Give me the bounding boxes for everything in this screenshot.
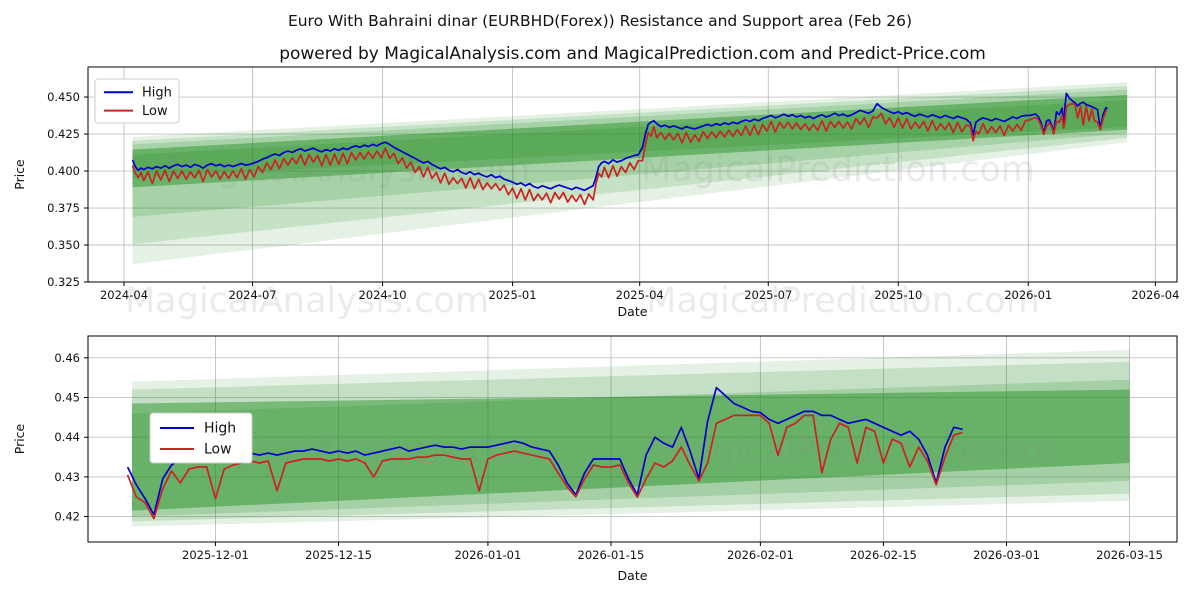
x-tick-label: 2024-10 (359, 288, 407, 302)
y-tick-label: 0.325 (47, 275, 80, 289)
y-tick-label: 0.375 (47, 201, 80, 215)
y-axis-label: Price (12, 159, 27, 190)
support-resistance-band (132, 85, 1128, 245)
watermark: MagicalPrediction.com (641, 150, 1035, 190)
x-axis-label: Date (618, 568, 648, 583)
support-resistance-band (131, 389, 1130, 511)
top-chart: MagicalAnalysis.com MagicalPrediction.com… (12, 66, 1179, 321)
low-line (126, 414, 963, 520)
x-tick-label: 2026-02-15 (850, 548, 917, 562)
support-resistance-bands (131, 349, 1130, 527)
low-line (131, 102, 1108, 206)
x-tick-label: 2026-01 (1004, 288, 1052, 302)
y-tick-label: 0.42 (54, 510, 80, 524)
y-tick-label: 0.350 (47, 238, 80, 252)
x-tick-label: 2026-03-15 (1096, 548, 1163, 562)
legend: High Low (149, 412, 253, 464)
support-resistance-band (132, 94, 1128, 188)
y-tick-label: 0.43 (54, 470, 80, 484)
x-tick-label: 2026-03-01 (973, 548, 1040, 562)
support-resistance-band (131, 349, 1130, 527)
legend-low-label: Low (204, 442, 232, 458)
x-tick-label: 2024-07 (229, 288, 277, 302)
x-tick-label: 2025-04 (616, 288, 664, 302)
y-tick-label: 0.44 (54, 430, 80, 444)
y-tick-label: 0.400 (47, 164, 80, 178)
x-tick-label: 2025-12-01 (182, 548, 249, 562)
figure-title: Euro With Bahraini dinar (EURBHD(Forex))… (287, 12, 913, 30)
legend-box (94, 78, 180, 124)
high-line (126, 386, 963, 516)
y-tick-label: 0.45 (54, 391, 80, 405)
watermark: MagicalPrediction.com (661, 431, 1055, 471)
watermark: MagicalPrediction.com (646, 281, 1040, 321)
grid (88, 336, 1177, 542)
x-tick-label: 2026-02-01 (727, 548, 794, 562)
watermark: MagicalAnalysis.com (166, 150, 530, 190)
x-tick-label: 2025-01 (489, 288, 537, 302)
axes-ticks: 2025-12-01 2025-12-15 2026-01-01 2026-01-15… (54, 351, 1163, 562)
subtitle-powered-by: powered by MagicalAnalysis.com and Magic… (279, 44, 986, 64)
x-axis-label: Date (618, 304, 648, 319)
legend-low-label: Low (142, 104, 168, 119)
x-tick-label: 2025-10 (874, 288, 922, 302)
high-line (131, 92, 1108, 192)
x-tick-label: 2026-01-01 (454, 548, 521, 562)
x-tick-label: 2024-04 (100, 288, 148, 302)
support-resistance-band (132, 89, 1128, 217)
x-tick-label: 2026-01-15 (578, 548, 645, 562)
legend-high-label: High (204, 421, 236, 437)
watermark: MagicalAnalysis.com (125, 281, 489, 321)
y-tick-label: 0.46 (54, 351, 80, 365)
legend-box (149, 412, 253, 464)
y-axis-label: Price (12, 423, 27, 454)
legend: High Low (94, 78, 180, 124)
y-tick-label: 0.450 (47, 90, 80, 104)
support-resistance-band (132, 82, 1128, 265)
plot-frame (87, 66, 1178, 283)
x-tick-label: 2026-04 (1131, 288, 1179, 302)
support-resistance-band (131, 361, 1130, 522)
y-tick-label: 0.425 (47, 127, 80, 141)
x-tick-label: 2025-12-15 (305, 548, 372, 562)
x-tick-label: 2025-07 (744, 288, 792, 302)
bottom-chart: MagicalAnalysis.com MagicalPrediction.com… (12, 335, 1178, 583)
plot-frame (87, 335, 1178, 543)
legend-high-label: High (142, 86, 172, 101)
support-resistance-band (131, 379, 1130, 517)
axes-ticks: 2024-04 2024-07 2024-10 2025-01 2025-04 2025-… (47, 90, 1179, 302)
